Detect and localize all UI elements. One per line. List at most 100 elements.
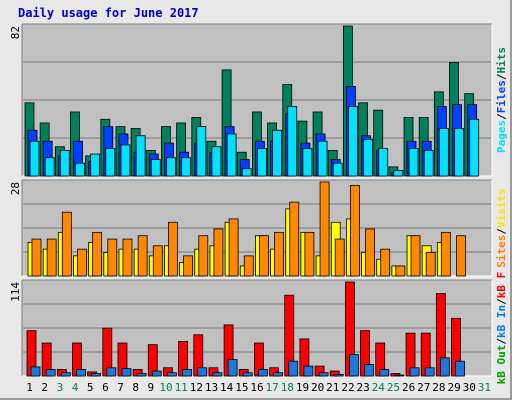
bar-pages-day-6 — [105, 148, 116, 177]
legend-hits-files-pages: Pages/Files/Hits — [495, 47, 508, 153]
bar-pages-day-22 — [347, 106, 358, 177]
x-tick-day-5: 5 — [87, 381, 94, 394]
legend-item-kb-out: kB Out — [495, 345, 508, 385]
x-tick-day-11: 11 — [175, 381, 188, 394]
x-tick-day-26: 26 — [402, 381, 415, 394]
bar-kb-in-day-15 — [242, 372, 253, 377]
bar-sites-day-6 — [107, 238, 118, 277]
bar-sites-day-8 — [137, 235, 148, 277]
bar-pages-day-2 — [44, 157, 55, 177]
legend-kbf-kbin-kbout: kB Out/kB In/kB F — [495, 272, 508, 385]
x-tick-day-19: 19 — [296, 381, 309, 394]
bar-pages-day-24 — [378, 148, 389, 177]
bar-kb-in-day-9 — [151, 370, 162, 377]
bar-sites-day-26 — [410, 235, 421, 277]
x-tick-day-30: 30 — [463, 381, 476, 394]
legend-separator: / — [495, 338, 508, 345]
bar-sites-day-11 — [183, 255, 194, 277]
bar-sites-day-2 — [46, 238, 57, 277]
bar-kb-in-day-7 — [121, 368, 132, 377]
bar-kb-in-day-25 — [394, 374, 405, 377]
bar-kb-in-day-26 — [409, 367, 420, 377]
x-tick-day-9: 9 — [148, 381, 155, 394]
bar-sites-day-9 — [152, 245, 163, 277]
bar-kb-in-day-17 — [273, 372, 283, 377]
bar-sites-day-15 — [243, 255, 254, 277]
bar-pages-day-18 — [287, 106, 298, 177]
legend-separator: / — [495, 228, 508, 235]
x-tick-day-8: 8 — [132, 381, 139, 394]
legend-visits-sites: Sites/Visits — [495, 188, 508, 268]
x-tick-day-27: 27 — [417, 381, 430, 394]
x-tick-day-2: 2 — [41, 381, 48, 394]
bar-kb-in-day-22 — [348, 354, 359, 377]
bar-sites-day-16 — [259, 235, 269, 277]
bar-kb-in-day-20 — [318, 372, 329, 377]
legend-item-sites: Sites — [495, 235, 508, 268]
x-tick-day-1: 1 — [26, 381, 33, 394]
legend-item-hits: Hits — [495, 47, 508, 74]
bar-pages-day-25 — [393, 170, 404, 177]
legend-item-files: Files — [495, 80, 508, 113]
legend-separator: / — [495, 113, 508, 120]
bar-sites-day-19 — [304, 231, 315, 277]
bar-sites-day-29 — [456, 235, 466, 277]
bar-kb-in-day-18 — [288, 360, 299, 377]
bar-pages-day-9 — [150, 159, 161, 177]
bar-pages-day-23 — [363, 139, 373, 177]
x-tick-day-29: 29 — [447, 381, 460, 394]
legend-separator: / — [495, 298, 508, 305]
bar-kb-in-day-2 — [45, 369, 56, 377]
bar-kb-in-day-1 — [30, 366, 41, 377]
x-tick-day-28: 28 — [432, 381, 445, 394]
x-tick-day-14: 14 — [220, 381, 234, 394]
x-tick-day-7: 7 — [117, 381, 124, 394]
bar-kb-in-day-4 — [76, 369, 86, 377]
bar-kb-in-day-6 — [106, 367, 117, 377]
bar-sites-day-14 — [228, 218, 239, 277]
bar-kb-in-day-21 — [333, 373, 344, 377]
x-tick-day-13: 13 — [205, 381, 218, 394]
bar-sites-day-7 — [122, 238, 133, 277]
x-tick-day-20: 20 — [311, 381, 324, 394]
bar-sites-day-27 — [425, 252, 436, 277]
x-tick-day-24: 24 — [372, 381, 386, 394]
bar-sites-day-22 — [349, 184, 360, 277]
legend-item-kb-in: kB In — [495, 305, 508, 338]
x-tick-day-21: 21 — [326, 381, 339, 394]
bar-kb-in-day-19 — [303, 365, 314, 377]
bar-pages-day-14 — [226, 133, 237, 177]
bar-sites-day-12 — [198, 235, 209, 277]
bar-pages-day-15 — [241, 168, 252, 177]
bar-sites-day-3 — [61, 211, 72, 277]
bar-kb-in-day-3 — [60, 372, 71, 377]
x-tick-day-12: 12 — [190, 381, 203, 394]
x-tick-day-16: 16 — [250, 381, 263, 394]
bar-sites-day-4 — [77, 248, 87, 277]
bar-pages-day-8 — [135, 135, 146, 177]
bar-pages-day-21 — [332, 162, 343, 177]
bar-pages-day-4 — [75, 162, 85, 177]
legend-item-visits: Visits — [495, 188, 508, 228]
bar-kb-in-day-24 — [379, 369, 390, 377]
x-tick-day-3: 3 — [57, 381, 64, 394]
bar-pages-day-20 — [317, 140, 328, 177]
bar-pages-day-13 — [211, 146, 222, 177]
bar-kb-in-day-28 — [439, 357, 450, 377]
bar-pages-day-3 — [59, 149, 70, 177]
bar-pages-day-16 — [257, 148, 267, 177]
bar-kb-in-day-10 — [167, 372, 177, 377]
bar-pages-day-26 — [408, 148, 419, 177]
bar-sites-day-21 — [334, 238, 345, 277]
bar-pages-day-30 — [469, 118, 480, 177]
bar-kb-in-day-23 — [364, 364, 374, 377]
bar-pages-day-28 — [438, 128, 449, 177]
bar-kb-in-day-14 — [227, 359, 238, 377]
bar-sites-day-24 — [380, 248, 391, 277]
bar-sites-day-13 — [213, 228, 224, 277]
x-tick-day-18: 18 — [281, 381, 294, 394]
bar-sites-day-10 — [168, 221, 178, 277]
y-max-label: 82 — [9, 26, 22, 39]
